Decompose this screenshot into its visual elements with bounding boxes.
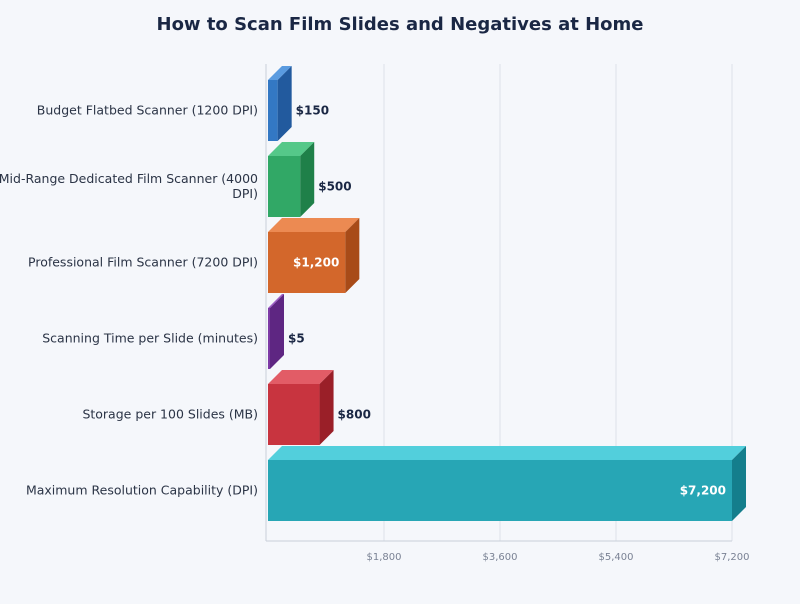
bar-side [319, 370, 334, 445]
bar-6 [268, 446, 746, 521]
category-label: Scanning Time per Slide (minutes) [42, 331, 258, 346]
bar-front [268, 156, 301, 217]
chart-title: How to Scan Film Slides and Negatives at… [156, 14, 644, 35]
bar-top [268, 446, 746, 460]
bar-side [300, 142, 315, 217]
bar-front [268, 384, 320, 445]
value-label: $500 [318, 180, 351, 194]
bar-side [277, 66, 292, 141]
category-label: Budget Flatbed Scanner (1200 DPI) [37, 103, 258, 118]
bar-side [345, 218, 360, 293]
bar-top [268, 294, 284, 308]
bar-2 [268, 142, 315, 217]
x-tick-label: $3,600 [483, 552, 518, 563]
category-label: Storage per 100 Slides (MB) [82, 407, 258, 422]
bar-4 [268, 294, 284, 369]
category-label: Maximum Resolution Capability (DPI) [26, 483, 258, 498]
value-label: $1,200 [293, 256, 339, 270]
x-tick-label: $7,200 [715, 552, 750, 563]
bar-front [268, 232, 346, 293]
bar-3 [268, 218, 360, 293]
bar-top [268, 370, 334, 384]
bar-top [268, 142, 315, 156]
value-label: $150 [296, 104, 329, 118]
value-label: $800 [338, 408, 371, 422]
bar-1 [268, 66, 292, 141]
category-label: Professional Film Scanner (7200 DPI) [28, 255, 258, 270]
x-tick-label: $5,400 [599, 552, 634, 563]
x-tick-label: $1,800 [367, 552, 402, 563]
bar-side [270, 294, 284, 369]
bar-top [268, 218, 360, 232]
bar-top [268, 66, 292, 80]
bar-5 [268, 370, 334, 445]
bar-front [268, 80, 278, 141]
value-label: $5 [288, 332, 305, 346]
bar-front [268, 308, 270, 369]
label-layer: $1,800 $3,600 $5,400 $7,200 $150 Budget Flatb… [0, 103, 750, 564]
bar-front [268, 460, 732, 521]
value-label: $7,200 [680, 484, 726, 498]
bar-layer [268, 66, 746, 521]
bar-side [732, 446, 746, 521]
category-label: Mid-Range Dedicated Film Scanner (4000 DP… [0, 171, 258, 201]
